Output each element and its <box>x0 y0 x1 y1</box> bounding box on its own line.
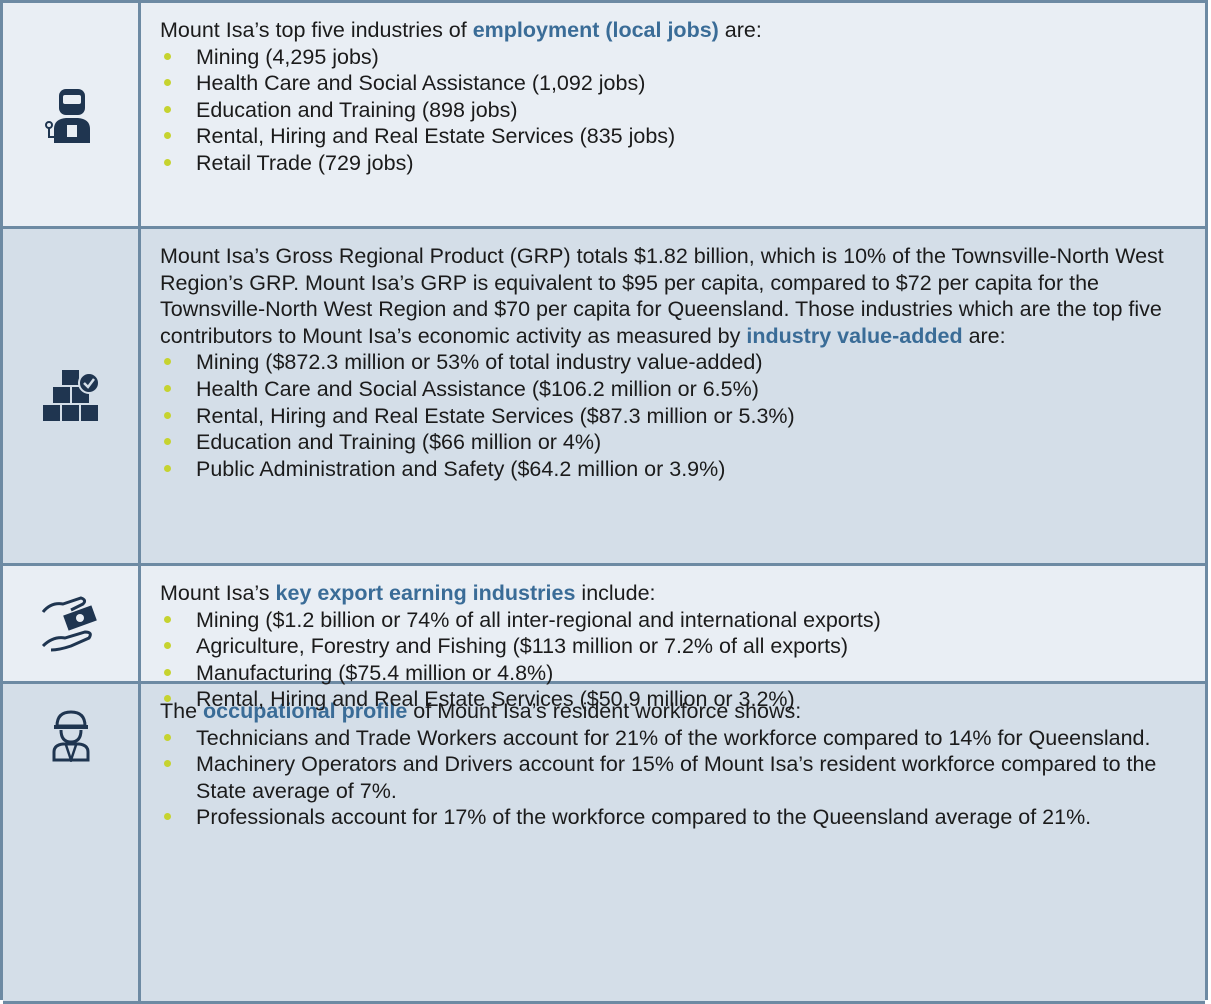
bullet-item: Professionals account for 17% of the wor… <box>160 804 1175 831</box>
bullet-list: Mining (4,295 jobs) Health Care and Socia… <box>160 44 1175 177</box>
intro: The occupational profile of Mount Isa’s … <box>160 698 1175 725</box>
bullet-item: Rental, Hiring and Real Estate Services … <box>160 403 1175 430</box>
intro-text: Mount Isa’s <box>160 581 276 605</box>
intro-text: include: <box>575 581 656 605</box>
engineer-icon <box>3 684 141 1001</box>
row-text: Mount Isa’s key export earning industrie… <box>141 566 1205 711</box>
icon <box>52 710 89 762</box>
table-row: Mount Isa’s top five industries of emplo… <box>3 3 1205 229</box>
row-text: Mount Isa’s top five industries of emplo… <box>141 3 1205 226</box>
intro-text: are: <box>718 18 762 42</box>
intro-text: of Mount Isa’s resident workforce shows: <box>407 699 802 723</box>
icon <box>42 370 100 421</box>
bullet-item: Agriculture, Forestry and Fishing ($113 … <box>160 633 1175 660</box>
bullet-item: Retail Trade (729 jobs) <box>160 150 1175 177</box>
bullet-list: Mining ($872.3 million or 53% of total i… <box>160 349 1175 482</box>
money-hand-icon <box>3 566 141 681</box>
bullet-item: Rental, Hiring and Real Estate Services … <box>160 123 1175 150</box>
boxes-icon <box>3 229 141 563</box>
icon <box>41 595 97 651</box>
intro-text: are: <box>962 323 1006 348</box>
table-row: Mount Isa’s Gross Regional Product (GRP)… <box>3 229 1205 566</box>
table-row: Mount Isa’s key export earning industrie… <box>3 566 1205 711</box>
row-text: Mount Isa’s Gross Regional Product (GRP)… <box>141 229 1205 563</box>
intro-text: Mount Isa’s Gross Regional Product (GRP)… <box>160 244 1164 348</box>
bullet-item: Mining (4,295 jobs) <box>160 44 1175 71</box>
bullet-item: Education and Training (898 jobs) <box>160 97 1175 124</box>
highlight: employment (local jobs) <box>472 18 719 42</box>
bullet-item: Health Care and Social Assistance (1,092… <box>160 70 1175 97</box>
highlight: key export earning industries <box>275 581 576 605</box>
bullet-item: Education and Training ($66 million or 4… <box>160 429 1175 456</box>
worker-icon <box>3 3 141 226</box>
table-row: The occupational profile of Mount Isa’s … <box>3 684 1205 1004</box>
bullet-item: Public Administration and Safety ($64.2 … <box>160 456 1175 483</box>
bullet-list: Technicians and Trade Workers account fo… <box>160 725 1175 831</box>
bullet-item: Health Care and Social Assistance ($106.… <box>160 376 1175 403</box>
bullet-item: Machinery Operators and Drivers account … <box>160 751 1175 804</box>
intro: Mount Isa’s Gross Regional Product (GRP)… <box>160 243 1175 349</box>
row-text: The occupational profile of Mount Isa’s … <box>141 684 1205 1001</box>
bullet-item: Technicians and Trade Workers account fo… <box>160 725 1175 752</box>
icon <box>44 88 90 143</box>
bullet-item: Mining ($1.2 billion or 74% of all inter… <box>160 607 1175 634</box>
intro-text: The <box>160 699 204 723</box>
bullet-item: Mining ($872.3 million or 53% of total i… <box>160 349 1175 376</box>
bullet-item: Rental, Hiring and Real Estate Services … <box>160 686 1175 713</box>
bullet-item: Manufacturing ($75.4 million or 4.8%) <box>160 660 1175 687</box>
highlight: industry value-added <box>746 323 963 348</box>
intro: Mount Isa’s top five industries of emplo… <box>160 17 1175 44</box>
intro: Mount Isa’s key export earning industrie… <box>160 580 1175 607</box>
intro-text: Mount Isa’s top five industries of <box>160 18 473 42</box>
highlight: occupational profile <box>203 699 408 723</box>
bullet-list: Mining ($1.2 billion or 74% of all inter… <box>160 607 1175 713</box>
